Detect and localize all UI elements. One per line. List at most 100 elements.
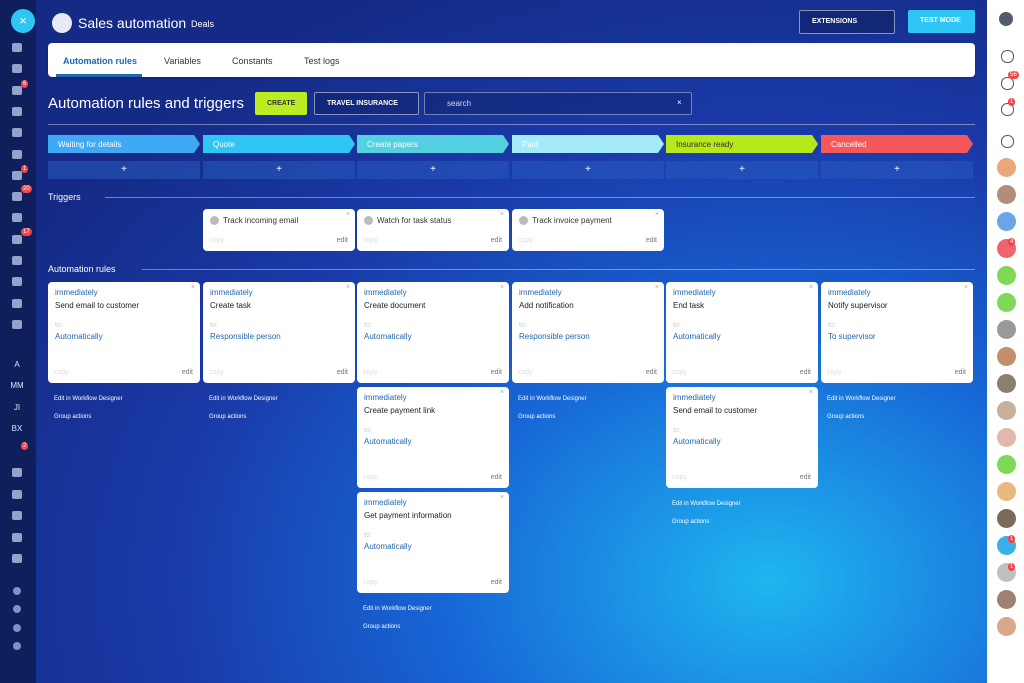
tab[interactable]: Test logs	[304, 56, 340, 66]
nav-icon[interactable]	[12, 298, 22, 308]
close-icon[interactable]: ×	[499, 389, 504, 396]
close-icon[interactable]: ×	[499, 494, 504, 501]
edit-link[interactable]: edit	[336, 237, 348, 244]
tool-icon[interactable]	[1001, 77, 1014, 90]
stage[interactable]: Insurance ready	[666, 135, 818, 153]
create-button[interactable]: CREATE	[255, 92, 307, 115]
add-button[interactable]: +	[512, 161, 664, 179]
nav-icon[interactable]	[12, 106, 22, 116]
group-actions-link[interactable]: Group actions	[518, 414, 556, 420]
close-icon[interactable]: ×	[654, 284, 659, 291]
stage[interactable]: Quote	[203, 135, 355, 153]
copy-link[interactable]: copy	[672, 369, 687, 376]
nav-icon[interactable]	[12, 128, 22, 138]
tool-icon[interactable]	[1001, 50, 1014, 63]
pipeline-select[interactable]: TRAVEL INSURANCE	[314, 92, 419, 115]
nav-icon[interactable]	[12, 468, 22, 477]
edit-link[interactable]: edit	[490, 474, 502, 481]
copy-link[interactable]: copy	[363, 474, 378, 481]
rule-card[interactable]: immediately Create task to: Responsible per…	[203, 282, 355, 383]
edit-link[interactable]: edit	[181, 369, 193, 376]
copy-link[interactable]: copy	[518, 237, 533, 244]
search-clear[interactable]: ×	[677, 98, 682, 107]
copy-link[interactable]: copy	[209, 369, 224, 376]
nav-icon[interactable]	[12, 511, 22, 520]
trigger-card[interactable]: Track invoice payment copy edit ×	[512, 209, 664, 251]
avatar[interactable]	[997, 482, 1016, 501]
tab[interactable]: Variables	[164, 56, 201, 66]
avatar[interactable]	[997, 320, 1016, 339]
group-actions-link[interactable]: Group actions	[827, 414, 865, 420]
nav-icon[interactable]	[13, 624, 21, 632]
close-icon[interactable]: ×	[499, 211, 504, 218]
nav-icon[interactable]	[12, 234, 22, 244]
copy-link[interactable]: copy	[363, 369, 378, 376]
test-mode-button[interactable]: TEST MODE	[908, 10, 975, 33]
copy-link[interactable]: copy	[518, 369, 533, 376]
copy-link[interactable]: copy	[363, 237, 378, 244]
group-actions-link[interactable]: Group actions	[363, 624, 401, 630]
avatar[interactable]	[997, 266, 1016, 285]
nav-icon[interactable]	[12, 192, 22, 202]
edit-link[interactable]: edit	[645, 237, 657, 244]
group-actions-link[interactable]: Group actions	[54, 414, 92, 420]
nav-icon[interactable]	[12, 554, 22, 563]
avatar[interactable]	[997, 617, 1016, 636]
avatar[interactable]	[997, 212, 1016, 231]
close-icon[interactable]: ×	[963, 284, 968, 291]
edit-link[interactable]: edit	[799, 369, 811, 376]
add-button[interactable]: +	[203, 161, 355, 179]
copy-link[interactable]: copy	[209, 237, 224, 244]
add-button[interactable]: +	[48, 161, 200, 179]
rule-card[interactable]: immediately Create document to: Automatical…	[357, 282, 509, 383]
help-icon[interactable]	[999, 12, 1013, 26]
nav-icon[interactable]	[12, 489, 22, 499]
avatar[interactable]	[997, 590, 1016, 609]
copy-link[interactable]: copy	[363, 579, 378, 586]
rule-card[interactable]: immediately Send email to customer to: Auto…	[666, 387, 818, 488]
avatar[interactable]	[997, 185, 1016, 204]
designer-link[interactable]: Edit in Workflow Designer	[209, 396, 278, 402]
copy-link[interactable]: copy	[827, 369, 842, 376]
edit-link[interactable]: edit	[490, 579, 502, 586]
close-icon[interactable]: ×	[808, 284, 813, 291]
rule-card[interactable]: immediately Add notification to: Responsibl…	[512, 282, 664, 383]
edit-link[interactable]: edit	[954, 369, 966, 376]
nav-icon[interactable]	[12, 319, 22, 329]
nav-icon[interactable]	[13, 642, 21, 650]
avatar[interactable]	[997, 401, 1016, 420]
edit-link[interactable]: edit	[490, 369, 502, 376]
nav-icon[interactable]	[12, 213, 22, 223]
nav-icon[interactable]	[13, 587, 21, 595]
close-icon[interactable]: ×	[654, 211, 659, 218]
avatar[interactable]	[997, 347, 1016, 366]
add-button[interactable]: +	[666, 161, 818, 179]
close-icon[interactable]: ×	[345, 284, 350, 291]
designer-link[interactable]: Edit in Workflow Designer	[518, 396, 587, 402]
avatar[interactable]	[997, 509, 1016, 528]
add-button[interactable]: +	[357, 161, 509, 179]
nav-icon[interactable]	[12, 43, 22, 52]
nav-icon[interactable]	[13, 605, 21, 613]
edit-link[interactable]: edit	[645, 369, 657, 376]
nav-icon[interactable]	[12, 64, 22, 74]
search-box[interactable]: search ×	[424, 92, 692, 115]
copy-link[interactable]: copy	[672, 474, 687, 481]
group-actions-link[interactable]: Group actions	[209, 414, 247, 420]
close-icon[interactable]: ×	[499, 284, 504, 291]
designer-link[interactable]: Edit in Workflow Designer	[672, 501, 741, 507]
nav-icon[interactable]	[12, 149, 22, 159]
designer-link[interactable]: Edit in Workflow Designer	[827, 396, 896, 402]
tab[interactable]: Automation rules	[63, 56, 138, 66]
nav-icon[interactable]	[12, 532, 22, 542]
nav-icon[interactable]	[12, 170, 22, 180]
rule-card[interactable]: immediately Create payment link to: Automat…	[357, 387, 509, 488]
designer-link[interactable]: Edit in Workflow Designer	[363, 606, 432, 612]
copy-link[interactable]: copy	[54, 369, 69, 376]
tool-icon[interactable]	[1001, 103, 1014, 116]
add-button[interactable]: +	[821, 161, 973, 179]
trigger-card[interactable]: Track incoming email copy edit ×	[203, 209, 355, 251]
close-icon[interactable]: ×	[190, 284, 195, 291]
avatar[interactable]	[997, 455, 1016, 474]
group-actions-link[interactable]: Group actions	[672, 519, 710, 525]
